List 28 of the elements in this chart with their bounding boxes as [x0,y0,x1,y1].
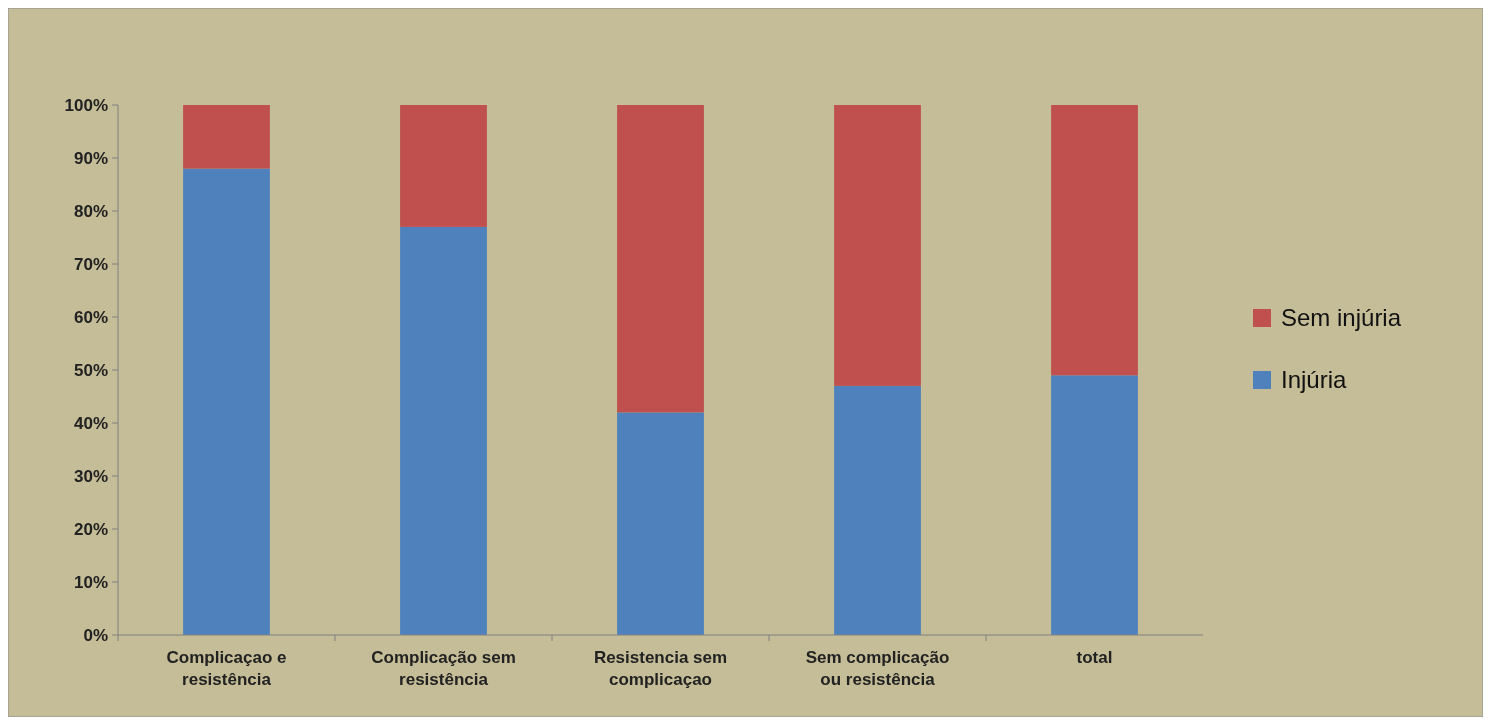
y-tick-label: 30% [73,466,108,486]
bar [183,105,270,169]
y-tick-label: 90% [73,148,108,168]
bar [400,226,487,635]
bar [183,168,270,635]
y-tick-label: 70% [73,254,108,274]
legend-label: Sem injúria [1281,304,1402,332]
y-tick-label: 20% [73,519,108,539]
y-tick-label: 60% [73,307,108,327]
y-tick-label: 100% [64,95,108,115]
bar [617,412,704,635]
y-tick-label: 50% [73,360,108,380]
x-tick-label: Complicação sem resistência [371,648,516,689]
y-tick-label: 10% [73,572,108,592]
y-tick-label: 0% [83,625,108,645]
bar [1051,105,1138,376]
legend-label: Injúria [1281,366,1348,394]
bar [1051,375,1138,635]
bar [834,385,921,635]
y-tick-label: 80% [73,201,108,221]
x-tick-label: total [1076,648,1113,667]
x-tick-label: Sem complicação ou resistência [805,648,950,689]
x-tick-label: Resistencia sem complicaçao [593,648,728,689]
x-tick-label: Complicaçao e resistência [166,648,287,689]
bar [400,105,487,227]
bar [834,105,921,386]
bar [617,105,704,413]
y-tick-label: 40% [73,413,108,433]
